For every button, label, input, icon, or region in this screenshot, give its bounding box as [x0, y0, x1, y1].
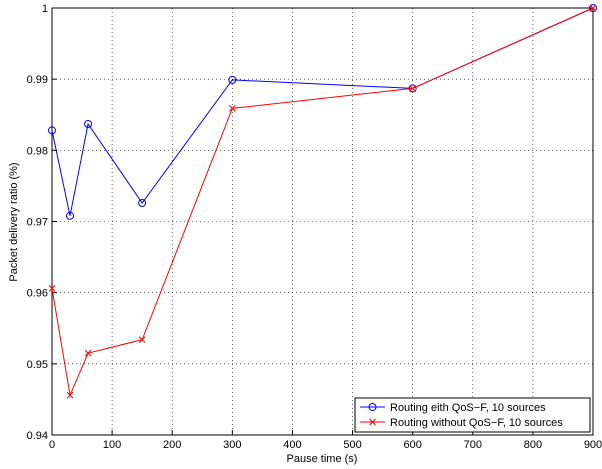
x-tick-label: 200	[163, 439, 181, 451]
x-tick-label: 0	[49, 439, 55, 451]
y-tick-label: 0.95	[27, 359, 48, 371]
marker	[589, 4, 597, 12]
marker	[589, 4, 597, 12]
marker	[48, 285, 56, 292]
marker	[66, 391, 74, 399]
legend-marker	[368, 403, 377, 411]
y-tick-label: 0.99	[27, 74, 48, 86]
x-tick-label: 700	[464, 439, 482, 451]
legend-marker	[369, 418, 376, 426]
marker	[138, 336, 146, 343]
marker	[409, 85, 417, 92]
marker	[138, 198, 147, 207]
y-tick-label: 0.96	[27, 288, 48, 300]
x-tick-label: 800	[524, 439, 542, 451]
x-tick-label: 100	[103, 439, 121, 451]
x-tick-label: 500	[343, 439, 361, 451]
x-tick-label: 600	[403, 439, 421, 451]
x-tick-label: 300	[223, 439, 241, 451]
x-tick-label: 400	[283, 439, 301, 451]
legend	[354, 397, 591, 433]
marker	[84, 349, 92, 357]
plot-area	[51, 7, 594, 436]
marker	[84, 120, 93, 129]
marker	[66, 211, 75, 220]
legend-label: Routing eith QoS−F, 10 sources	[390, 402, 546, 414]
marker	[228, 75, 237, 84]
x-axis-label: Pause time (s)	[287, 453, 358, 465]
marker	[228, 104, 236, 112]
marker	[48, 126, 56, 135]
legend-label: Routing without QoS−F, 10 sources	[390, 417, 563, 429]
x-tick-label: 900	[584, 439, 602, 451]
y-tick-label: 0.97	[27, 217, 48, 229]
y-axis-label: Packet delivery ratio (%)	[8, 162, 20, 281]
y-tick-label: 0.94	[27, 430, 48, 442]
y-tick-label: 1	[42, 3, 48, 15]
y-tick-label: 0.98	[27, 145, 48, 157]
